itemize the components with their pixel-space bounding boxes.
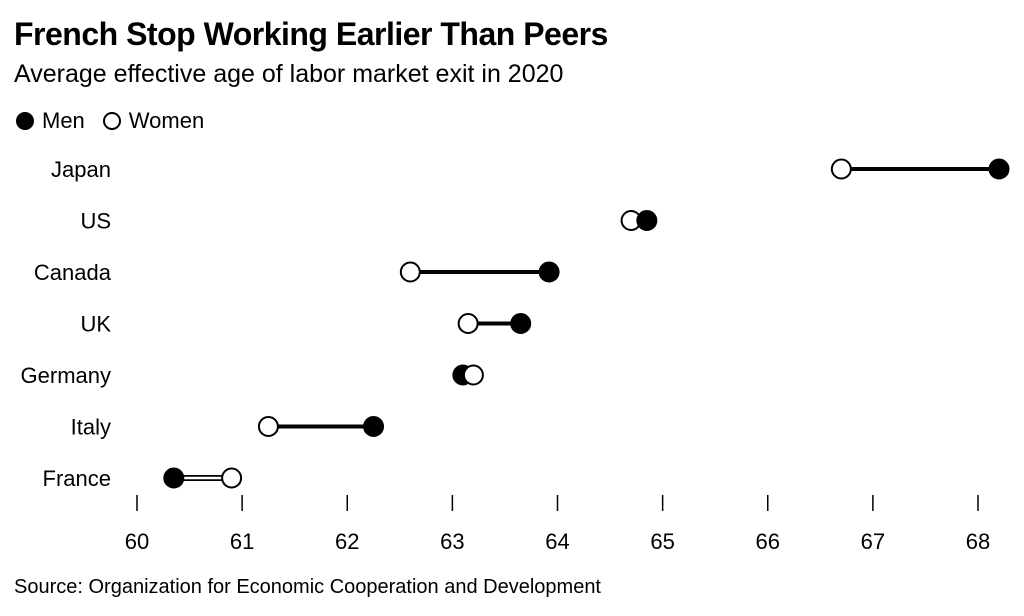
point-men-uk	[510, 313, 532, 334]
point-men-canada	[538, 261, 560, 283]
category-label-france: France	[43, 466, 111, 491]
category-label-uk: UK	[80, 312, 111, 337]
point-men-france	[163, 467, 185, 489]
point-women-italy	[257, 416, 279, 437]
point-men-italy	[363, 416, 385, 437]
category-label-japan: Japan	[51, 157, 111, 182]
category-label-germany: Germany	[21, 363, 111, 388]
x-tick-label-61: 61	[230, 529, 254, 554]
legend-label-women: Women	[128, 108, 205, 133]
point-women-france	[221, 467, 243, 489]
x-tick-label-65: 65	[650, 529, 674, 554]
legend-label-men: Men	[42, 108, 85, 133]
legend-item-women: Women	[102, 108, 205, 134]
x-tick-label-62: 62	[335, 529, 359, 554]
category-label-italy: Italy	[71, 415, 111, 440]
chart-subtitle: Average effective age of labor market ex…	[14, 60, 564, 88]
point-women-canada	[399, 261, 421, 283]
point-women-japan	[830, 158, 852, 180]
legend-item-men: Men	[16, 108, 85, 134]
point-men-japan	[988, 158, 1010, 180]
point-men-us	[636, 210, 658, 231]
point-women-uk	[457, 313, 479, 334]
x-tick-label-66: 66	[756, 529, 780, 554]
filled-circle-icon	[16, 112, 34, 130]
chart-legend: Men Women	[16, 108, 222, 134]
x-tick-label-68: 68	[966, 529, 990, 554]
source-note: Source: Organization for Economic Cooper…	[14, 576, 601, 598]
point-women-germany	[462, 364, 484, 386]
x-tick-label-63: 63	[440, 529, 464, 554]
x-tick-label-60: 60	[125, 529, 149, 554]
chart-title: French Stop Working Earlier Than Peers	[14, 16, 608, 52]
x-tick-label-67: 67	[861, 529, 885, 554]
category-label-canada: Canada	[34, 260, 112, 285]
open-circle-icon	[102, 112, 121, 130]
category-label-us: US	[80, 209, 111, 234]
x-tick-label-64: 64	[545, 529, 569, 554]
